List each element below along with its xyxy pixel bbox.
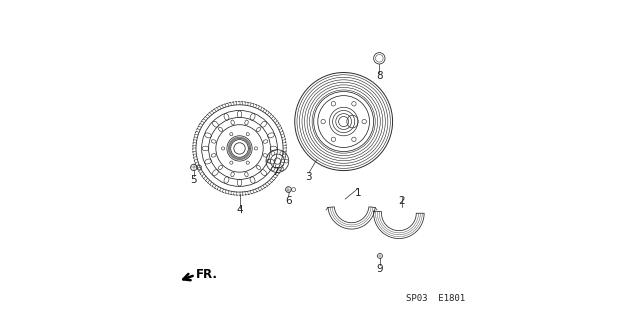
Text: 1: 1 [355, 188, 361, 198]
Text: 2: 2 [399, 196, 405, 206]
Text: 3: 3 [306, 172, 312, 182]
Text: 5: 5 [191, 175, 197, 185]
Text: 8: 8 [376, 71, 383, 81]
Text: 4: 4 [236, 205, 243, 215]
Text: 6: 6 [285, 196, 292, 206]
Text: SP03  E1801: SP03 E1801 [406, 294, 465, 303]
Text: 7: 7 [272, 167, 278, 177]
Text: FR.: FR. [196, 268, 218, 281]
Text: 9: 9 [377, 263, 383, 274]
